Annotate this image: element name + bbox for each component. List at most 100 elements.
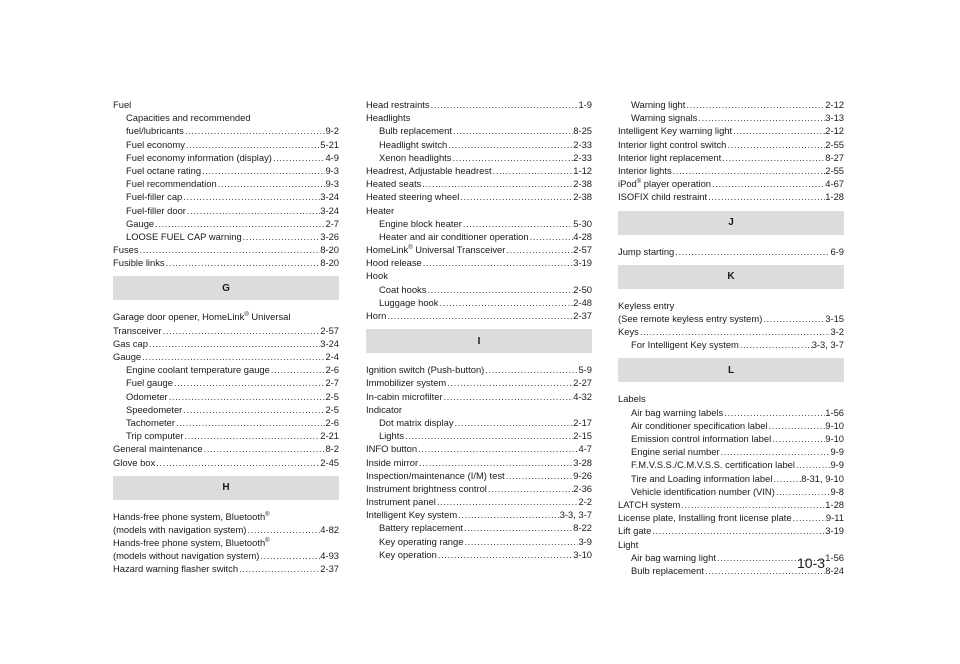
entry-label: (models with navigation system) bbox=[113, 523, 247, 535]
index-entry: Fuel bbox=[113, 98, 339, 111]
entry-text: Instrument panel bbox=[366, 495, 436, 508]
entry-text: ISOFIX child restraint bbox=[618, 190, 707, 203]
index-entry: Tachometer 2-6 bbox=[113, 416, 339, 429]
index-entry: Heater and air conditioner operation 4-28 bbox=[366, 230, 592, 243]
dot-leader bbox=[697, 111, 825, 124]
dot-leader bbox=[711, 177, 825, 190]
index-entry: Capacities and recommended bbox=[113, 111, 339, 124]
index-entry: Odometer 2-5 bbox=[113, 390, 339, 403]
entry-label: Jump starting bbox=[618, 245, 675, 257]
dot-leader bbox=[238, 562, 320, 575]
index-entry: Tire and Loading information label 8-31, … bbox=[618, 472, 844, 485]
entry-text: Fuses bbox=[113, 243, 139, 256]
entry-text: Tire and Loading information label bbox=[631, 472, 772, 485]
dot-leader bbox=[721, 151, 825, 164]
entry-text: Fuel octane rating bbox=[126, 164, 201, 177]
entry-label: Heater bbox=[366, 204, 395, 216]
entry-text: Hands-free phone system, Bluetooth® bbox=[113, 536, 270, 549]
entry-page: 9-3 bbox=[325, 178, 339, 190]
dot-leader bbox=[443, 390, 574, 403]
entry-text: INFO button bbox=[366, 442, 417, 455]
entry-page: 2-37 bbox=[573, 310, 592, 321]
entry-page: 4-93 bbox=[320, 550, 339, 562]
index-entry: Fuel economy information (display) 4-9 bbox=[113, 151, 339, 164]
dot-leader bbox=[154, 217, 325, 230]
index-entry: Fuel economy 5-21 bbox=[113, 138, 339, 151]
entry-page: 9-11 bbox=[825, 512, 844, 524]
entry-page: 4-28 bbox=[573, 230, 592, 242]
entry-page: 5-21 bbox=[320, 138, 339, 150]
entry-page: 6-9 bbox=[830, 245, 844, 257]
entry-text: Keys bbox=[618, 325, 639, 338]
entry-label: Fuel recommendation bbox=[126, 178, 217, 190]
index-column-1: Fuel Capacities and recommended fuel/lubri… bbox=[113, 98, 339, 576]
entry-text: Keyless entry bbox=[618, 299, 674, 312]
entry-label: Emission control information label bbox=[631, 433, 772, 444]
entry-page: 2-12 bbox=[825, 99, 844, 110]
entry-text: Hook bbox=[366, 269, 388, 282]
index-entry: Key operating range 3-9 bbox=[366, 535, 592, 548]
dot-leader bbox=[505, 243, 573, 256]
index-entry: Hands-free phone system, Bluetooth® bbox=[113, 510, 339, 523]
entry-label: Coat hooks bbox=[379, 283, 427, 295]
entry-page: 2-2 bbox=[578, 496, 592, 508]
entry-page: 2-4 bbox=[325, 351, 339, 362]
entry-text: (See remote keyless entry system) bbox=[618, 312, 762, 325]
dot-leader bbox=[162, 324, 321, 337]
entry-text: Key operation bbox=[379, 548, 437, 561]
entry-label: INFO button bbox=[366, 443, 418, 455]
dot-leader bbox=[173, 376, 326, 389]
dot-leader bbox=[723, 406, 825, 419]
registered-mark: ® bbox=[408, 245, 413, 252]
entry-text: Heated steering wheel bbox=[366, 190, 459, 203]
entry-label: Inspection/maintenance (I/M) test bbox=[366, 469, 505, 481]
entry-page: 8-20 bbox=[320, 244, 339, 256]
entry-text: Fuel-filler door bbox=[126, 204, 186, 217]
dot-leader bbox=[529, 230, 574, 243]
entry-page: 3-19 bbox=[573, 257, 592, 269]
letter-header: J bbox=[618, 210, 844, 235]
index-entry: (models without navigation system) 4-93 bbox=[113, 549, 339, 562]
entry-label: Inside mirror bbox=[366, 456, 419, 468]
entry-page: 2-7 bbox=[325, 217, 339, 229]
entry-page: 2-33 bbox=[573, 151, 592, 163]
dot-leader bbox=[775, 485, 831, 498]
index-entry: Luggage hook 2-48 bbox=[366, 296, 592, 309]
entry-text: Light bbox=[618, 538, 638, 551]
index-entry: Glove box 2-45 bbox=[113, 456, 339, 469]
entry-label: F.M.V.S.S./C.M.V.S.S. certification labe… bbox=[631, 459, 795, 471]
entry-text: Emission control information label bbox=[631, 432, 771, 445]
entry-page: 3-3, 3-7 bbox=[559, 509, 592, 521]
entry-text: LOOSE FUEL CAP warning bbox=[126, 230, 242, 243]
entry-label: Fuel-filler door bbox=[126, 204, 186, 216]
entry-text: Coat hooks bbox=[379, 283, 426, 296]
entry-text: Heater bbox=[366, 204, 394, 217]
entry-text: (models with navigation system) bbox=[113, 523, 246, 536]
index-entry: (See remote keyless entry system) 3-15 bbox=[618, 312, 844, 325]
entry-page: 2-45 bbox=[320, 456, 339, 468]
entry-page: 9-10 bbox=[825, 419, 844, 431]
dot-leader bbox=[186, 204, 320, 217]
entry-label: Interior light replacement bbox=[618, 151, 722, 163]
entry-text: Air bag warning light bbox=[631, 551, 716, 564]
entry-label: Fuel-filler cap bbox=[126, 191, 183, 203]
dot-leader bbox=[168, 390, 326, 403]
index-entry: Headlights bbox=[366, 111, 592, 124]
index-entry: Fuel octane rating 9-3 bbox=[113, 164, 339, 177]
entry-text: Dot matrix display bbox=[379, 416, 454, 429]
entry-page: 2-57 bbox=[320, 324, 339, 336]
dot-leader bbox=[762, 312, 825, 325]
entry-page: 3-24 bbox=[320, 337, 339, 349]
index-entry: Coat hooks 2-50 bbox=[366, 283, 592, 296]
entry-label: Hook bbox=[366, 270, 388, 282]
entry-label: Gas cap bbox=[113, 337, 148, 349]
entry-text: Odometer bbox=[126, 390, 168, 403]
index-entry: fuel/lubricants 9-2 bbox=[113, 124, 339, 137]
entry-text: Intelligent Key warning light bbox=[618, 124, 732, 137]
entry-label: Engine coolant temperature gauge bbox=[126, 364, 270, 376]
entry-page: 2-5 bbox=[325, 390, 339, 402]
entry-label: Interior light control switch bbox=[618, 138, 727, 150]
entry-label: Headlights bbox=[366, 112, 411, 124]
index-entry: Transceiver 2-57 bbox=[113, 324, 339, 337]
index-entry: Gas cap 3-24 bbox=[113, 337, 339, 350]
